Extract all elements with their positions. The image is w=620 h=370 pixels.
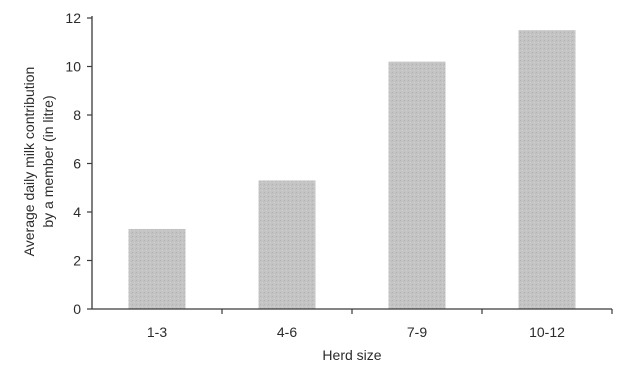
y-tick-label: 6 — [73, 156, 81, 172]
x-axis-title: Herd size — [322, 347, 381, 363]
x-axis-ticks: 1-3 4-6 7-9 10-12 — [147, 309, 613, 340]
y-tick-label: 8 — [73, 107, 81, 123]
y-tick-label: 2 — [73, 253, 81, 269]
bar — [388, 61, 446, 310]
bar — [128, 228, 186, 309]
y-tick-label: 10 — [65, 59, 81, 75]
bars-group — [128, 30, 576, 310]
y-tick-label: 12 — [65, 10, 81, 26]
y-axis-ticks: 0 2 4 6 8 10 12 — [65, 10, 92, 317]
y-axis-title-line-2: by a member (in litre) — [40, 95, 56, 227]
x-tick-label: 10-12 — [529, 324, 565, 340]
y-axis-title-line-1: Average daily milk contribution — [21, 67, 37, 257]
bar — [258, 180, 316, 309]
y-tick-label: 4 — [73, 204, 81, 220]
y-tick-label: 0 — [73, 301, 81, 317]
x-tick-label: 1-3 — [147, 324, 167, 340]
x-tick-label: 4-6 — [277, 324, 297, 340]
y-axis-title: Average daily milk contribution by a mem… — [21, 67, 56, 257]
x-tick-label: 7-9 — [407, 324, 427, 340]
bar — [518, 30, 576, 309]
